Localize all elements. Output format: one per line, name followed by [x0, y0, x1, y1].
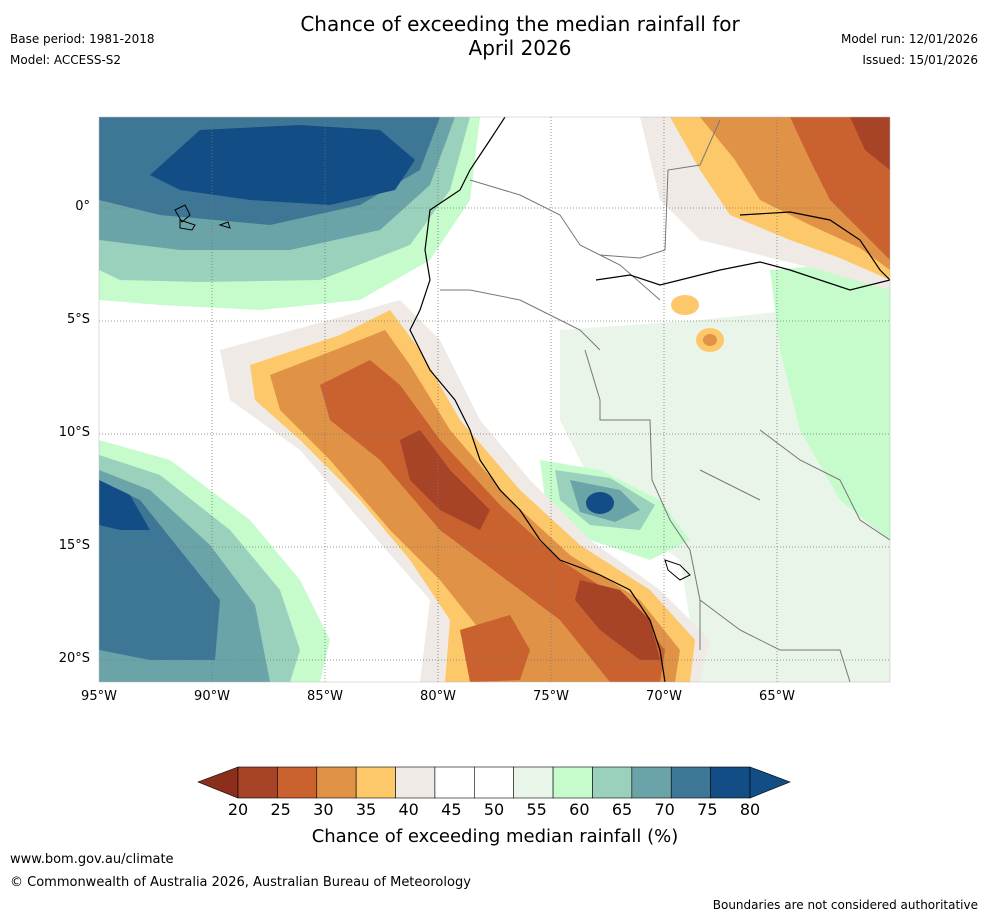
- contour-80-northwest: [150, 125, 415, 205]
- lon-tick-75w: 75°W: [533, 689, 569, 704]
- lat-tick-0: 0°: [75, 199, 90, 214]
- contour-30-inland: [460, 615, 530, 682]
- header-left-info: Base period: 1981-2018 Model: ACCESS-S2: [10, 29, 155, 71]
- issued-date-text: Issued: 15/01/2026: [862, 53, 978, 67]
- contour-60-amazon: [770, 260, 890, 540]
- colorbar-tick-80: 80: [739, 800, 761, 819]
- base-period-text: Base period: 1981-2018: [10, 32, 155, 46]
- colorbar-tick-45: 45: [441, 800, 462, 819]
- colorbar-box-60: [552, 766, 593, 799]
- colorbar-tick-50: 50: [483, 800, 505, 819]
- contour-75-andes-east: [586, 492, 614, 514]
- contour-80-southwest: [99, 480, 150, 530]
- colorbar-under-arrow: [197, 766, 239, 799]
- header-right-info: Model run: 12/01/2026 Issued: 15/01/2026: [841, 29, 978, 71]
- map-frame: [98, 116, 891, 683]
- lon-tick-95w: 95°W: [81, 689, 117, 704]
- probability-field: [99, 117, 890, 682]
- national-boundaries: [440, 119, 890, 682]
- lat-tick-10s: 10°S: [58, 425, 90, 440]
- colorbar-box-30: [316, 766, 357, 799]
- colorbar-tick-55: 55: [526, 800, 547, 819]
- lon-tick-80w: 80°W: [420, 689, 456, 704]
- contour-25-south-coastal: [575, 580, 660, 660]
- page-title: Chance of exceeding the median rainfall …: [200, 12, 840, 60]
- colorbar-tick-25: 25: [270, 800, 291, 819]
- colorbar-title: Chance of exceeding median rainfall (%): [311, 826, 679, 847]
- lon-tick-70w: 70°W: [646, 689, 682, 704]
- colorbar-box-65: [592, 766, 633, 799]
- model-run-text: Model run: 12/01/2026: [840, 32, 978, 46]
- footer-url[interactable]: www.bom.gov.au/climate: [10, 852, 174, 867]
- contour-35-spot: [703, 334, 717, 346]
- title-line-1: Chance of exceeding the median rainfall …: [300, 12, 740, 36]
- colorbar-box-75: [670, 766, 711, 799]
- footer-disclaimer: Boundaries are not considered authoritat…: [712, 898, 978, 912]
- colorbar: [197, 766, 791, 799]
- model-name-text: Model: ACCESS-S2: [10, 53, 122, 67]
- coastline-north: [595, 211, 890, 291]
- colorbar-box-35: [355, 766, 396, 799]
- colorbar-tick-70: 70: [654, 800, 675, 819]
- lon-tick-65w: 65°W: [759, 689, 795, 704]
- contour-30-northeast: [790, 117, 890, 260]
- colorbar-boxes: [237, 766, 751, 799]
- colorbar-box-45: [434, 766, 475, 799]
- graticule: [99, 117, 890, 682]
- colorbar-box-20: [237, 766, 278, 799]
- lon-tick-90w: 90°W: [194, 689, 230, 704]
- colorbar-tick-65: 65: [611, 800, 633, 819]
- lat-tick-20s: 20°S: [58, 651, 90, 666]
- colorbar-tick-35: 35: [355, 800, 377, 819]
- lat-tick-5s: 5°S: [66, 312, 90, 327]
- contour-25-northeast: [850, 117, 890, 170]
- galapagos-islands: [174, 204, 231, 231]
- lat-tick-15s: 15°S: [58, 538, 90, 553]
- colorbar-tick-75: 75: [697, 800, 718, 819]
- contour-25-coastal: [400, 430, 490, 530]
- colorbar-tick-20: 20: [227, 800, 249, 819]
- lake-titicaca: [664, 559, 691, 581]
- colorbar-box-50: [474, 766, 514, 799]
- colorbar-tick-60: 60: [569, 800, 590, 819]
- footer-copyright: © Commonwealth of Australia 2026, Austra…: [10, 875, 471, 890]
- coastline: [409, 117, 666, 682]
- colorbar-tick-30: 30: [313, 800, 334, 819]
- colorbar-over-arrow: [749, 766, 791, 799]
- title-line-2: April 2026: [468, 36, 572, 60]
- lon-tick-85w: 85°W: [307, 689, 343, 704]
- colorbar-box-70: [631, 766, 672, 799]
- colorbar-box-80: [710, 766, 751, 799]
- contour-40-spot-2: [671, 295, 699, 315]
- colorbar-box-25: [277, 766, 318, 799]
- colorbar-box-40: [395, 766, 436, 799]
- colorbar-box-55: [513, 766, 554, 799]
- colorbar-tick-40: 40: [398, 800, 419, 819]
